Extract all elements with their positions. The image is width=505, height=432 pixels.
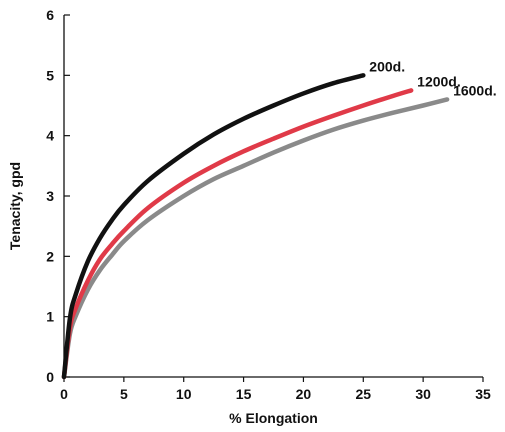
y-tick-label: 4 <box>46 128 54 144</box>
series-line-0 <box>61 73 366 380</box>
x-tick-label: 0 <box>60 386 68 402</box>
axis-ticks: 0 5 10 15 20 25 30 35 0 1 2 3 4 5 6 <box>46 7 491 402</box>
y-tick-label: 3 <box>46 188 54 204</box>
series-line-2 <box>61 97 450 380</box>
series-label-0: 200d. <box>369 58 405 74</box>
y-tick-label: 2 <box>46 248 54 264</box>
y-tick-label: 0 <box>46 369 54 385</box>
x-axis-label: % Elongation <box>229 410 318 426</box>
x-tick-label: 5 <box>120 386 128 402</box>
x-tick-label: 35 <box>475 386 491 402</box>
x-tick-label: 20 <box>296 386 312 402</box>
x-tick-label: 25 <box>355 386 371 402</box>
x-tick-label: 30 <box>415 386 431 402</box>
series-lines <box>61 73 450 380</box>
series-label-2: 1600d. <box>453 82 497 98</box>
x-tick-label: 15 <box>236 386 252 402</box>
series-labels: 1600d.1200d. 200d. <box>369 58 496 98</box>
y-tick-label: 1 <box>46 309 54 325</box>
x-tick-label: 10 <box>176 386 192 402</box>
series-label-1: 1200d. <box>417 73 461 89</box>
y-tick-label: 6 <box>46 7 54 23</box>
y-tick-label: 5 <box>46 67 54 83</box>
y-axis-label: Tenacity, gpd <box>7 162 23 250</box>
series-line-1 <box>61 88 414 380</box>
